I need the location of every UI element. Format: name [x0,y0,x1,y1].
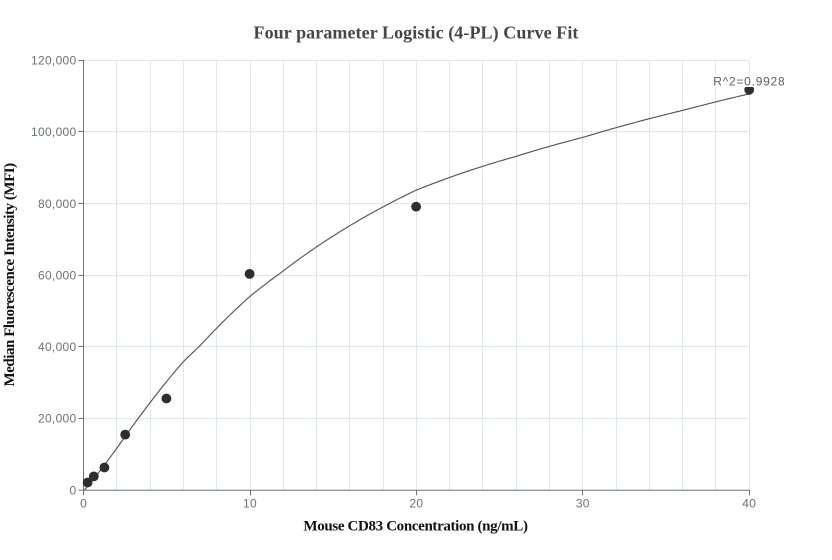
svg-text:30: 30 [576,496,590,510]
svg-text:20,000: 20,000 [38,412,77,426]
svg-text:100,000: 100,000 [31,125,77,139]
svg-text:Four parameter Logistic (4-PL): Four parameter Logistic (4-PL) Curve Fit [254,23,579,44]
svg-text:80,000: 80,000 [38,197,77,211]
svg-text:120,000: 120,000 [31,54,77,68]
svg-text:Median Fluorescence Intensity: Median Fluorescence Intensity (MFI) [2,163,18,387]
svg-text:20: 20 [409,496,423,510]
svg-text:0: 0 [80,496,87,510]
svg-text:40: 40 [742,496,756,510]
svg-text:40,000: 40,000 [38,340,77,354]
svg-text:R^2=0.9928: R^2=0.9928 [713,74,785,88]
svg-text:10: 10 [243,496,257,510]
svg-text:Mouse CD83 Concentration (ng/m: Mouse CD83 Concentration (ng/mL) [303,519,528,535]
svg-text:0: 0 [70,483,77,497]
svg-text:60,000: 60,000 [38,268,77,282]
